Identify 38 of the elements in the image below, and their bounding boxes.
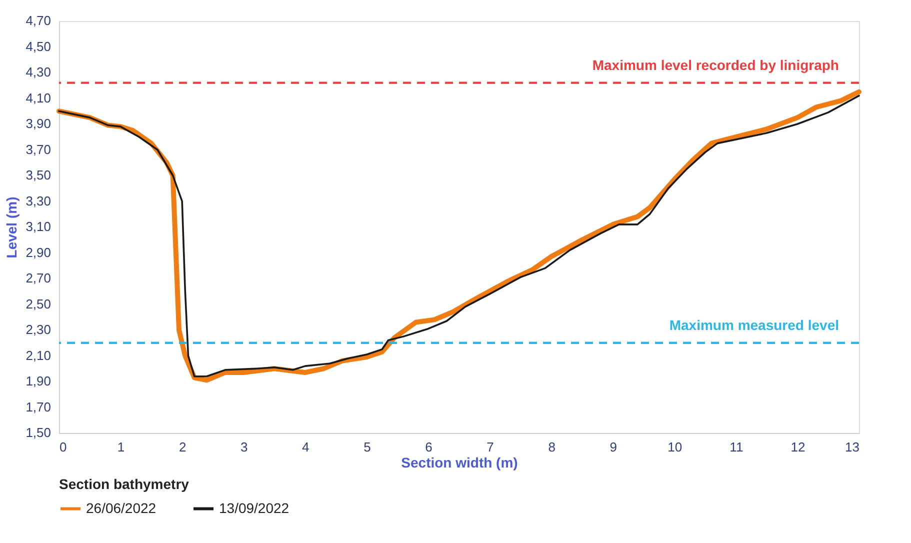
y-tick-label: 4,10 xyxy=(26,90,51,106)
y-tick-label: 2,70 xyxy=(26,270,51,286)
x-tick-label: 13 xyxy=(845,440,860,454)
legend-title: Section bathymetry xyxy=(59,476,190,492)
x-tick-label: 0 xyxy=(60,440,67,454)
x-tick-label: 6 xyxy=(425,440,432,454)
ref-line-label: Maximum level recorded by linigraph xyxy=(592,56,839,73)
y-tick-label: 4,30 xyxy=(26,64,51,80)
x-tick-label: 8 xyxy=(548,440,556,454)
y-tick-label: 2,30 xyxy=(26,322,51,337)
y-tick-label: 1,90 xyxy=(26,374,51,388)
x-tick-label: 9 xyxy=(610,440,617,454)
y-axis-title: Level (m) xyxy=(4,196,20,258)
x-tick-label: 12 xyxy=(790,440,806,454)
x-tick-label: 2 xyxy=(178,440,186,454)
x-tick-label: 11 xyxy=(730,440,744,454)
legend-label: 26/06/2022 xyxy=(86,500,156,516)
y-tick-label: 4,70 xyxy=(26,13,51,28)
y-tick-label: 2,90 xyxy=(26,244,51,260)
legend-label: 13/09/2022 xyxy=(219,500,290,516)
y-tick-label: 1,70 xyxy=(26,399,51,414)
x-tick-label: 7 xyxy=(486,440,494,454)
y-tick-label: 3,90 xyxy=(26,116,51,131)
y-tick-label: 4,50 xyxy=(26,38,51,54)
y-tick-label: 3,70 xyxy=(26,142,51,157)
y-tick-label: 3,10 xyxy=(26,219,51,234)
x-tick-label: 4 xyxy=(302,440,310,454)
y-tick-label: 2,10 xyxy=(26,348,51,363)
x-tick-label: 1 xyxy=(117,440,125,454)
ref-line-label: Maximum measured level xyxy=(669,316,839,333)
x-axis-title: Section width (m) xyxy=(401,454,518,470)
x-tick-label: 10 xyxy=(668,440,682,454)
y-tick-label: 1,50 xyxy=(26,425,51,440)
x-tick-label: 3 xyxy=(240,440,248,454)
y-tick-label: 3,30 xyxy=(26,193,51,208)
y-tick-label: 2,50 xyxy=(26,296,51,312)
y-tick-label: 3,50 xyxy=(26,168,51,182)
x-tick-label: 5 xyxy=(364,440,371,454)
